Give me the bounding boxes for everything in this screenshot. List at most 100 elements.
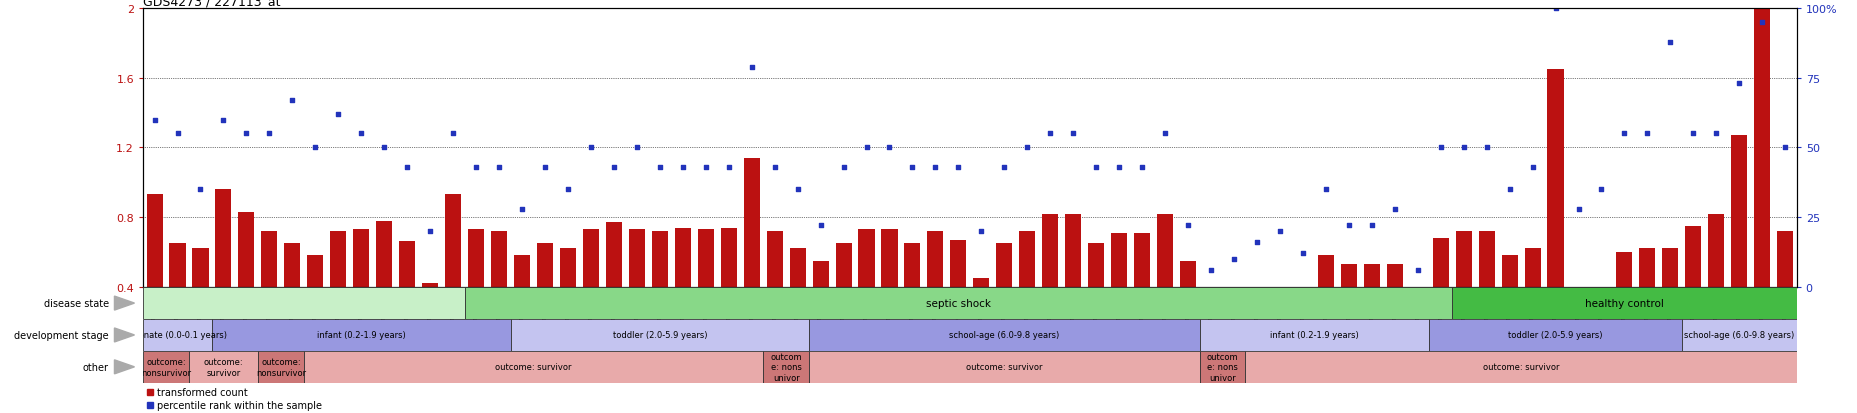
Text: outcome: survivor: outcome: survivor [966, 363, 1042, 371]
Bar [995, 244, 1012, 356]
Bar [446, 195, 461, 356]
Bar [1385, 264, 1402, 356]
Point [1746, 20, 1775, 26]
Bar [1569, 292, 1586, 356]
Text: outcome: survivor: outcome: survivor [496, 363, 572, 371]
FancyBboxPatch shape [763, 351, 808, 383]
FancyBboxPatch shape [189, 351, 258, 383]
Bar [605, 223, 622, 356]
Point [1287, 250, 1317, 257]
Polygon shape [115, 297, 134, 310]
Bar [1042, 214, 1058, 356]
FancyBboxPatch shape [143, 319, 212, 351]
Point [1311, 186, 1341, 193]
Bar [1294, 336, 1311, 356]
Point [622, 145, 652, 152]
Bar [306, 256, 323, 356]
Text: outcome:
nonsurvivor: outcome: nonsurvivor [141, 357, 191, 377]
Bar [767, 231, 782, 356]
Bar [858, 230, 875, 356]
Text: disease state: disease state [43, 298, 110, 309]
Point [529, 164, 559, 171]
Text: toddler (2.0-5.9 years): toddler (2.0-5.9 years) [613, 331, 708, 339]
Bar [331, 231, 345, 356]
Bar [1432, 238, 1448, 356]
Bar [1500, 256, 1517, 356]
Point [1081, 164, 1110, 171]
Point [1196, 267, 1226, 274]
FancyBboxPatch shape [212, 319, 511, 351]
Bar [1201, 339, 1218, 356]
Point [301, 145, 331, 152]
Point [1632, 131, 1662, 138]
Text: infant (0.2-1.9 years): infant (0.2-1.9 years) [1270, 331, 1357, 339]
FancyBboxPatch shape [143, 287, 464, 319]
Bar [1731, 136, 1746, 356]
FancyBboxPatch shape [808, 351, 1200, 383]
Text: septic shock: septic shock [925, 298, 990, 309]
Bar [147, 195, 163, 356]
FancyBboxPatch shape [464, 287, 1452, 319]
Point [1424, 145, 1454, 152]
Point [254, 131, 284, 138]
Point [828, 164, 858, 171]
Text: development stage: development stage [15, 330, 110, 340]
Text: outcome:
nonsurvivor: outcome: nonsurvivor [256, 357, 306, 377]
Bar [399, 242, 414, 356]
Bar [1593, 292, 1608, 356]
Bar [353, 230, 370, 356]
Bar [1684, 226, 1701, 356]
Point [644, 164, 674, 171]
Point [806, 223, 836, 229]
Point [1127, 164, 1157, 171]
Point [1517, 164, 1547, 171]
Text: outcom
e: nons
univor: outcom e: nons univor [771, 352, 802, 382]
Bar [375, 221, 392, 356]
FancyBboxPatch shape [305, 351, 763, 383]
Bar [1707, 214, 1723, 356]
Bar [193, 249, 208, 356]
Bar [674, 228, 691, 356]
Bar [1226, 339, 1240, 356]
Bar [1064, 214, 1081, 356]
Bar [1638, 249, 1655, 356]
Bar [904, 244, 919, 356]
Bar [1019, 231, 1034, 356]
Bar [1088, 244, 1103, 356]
Point [1539, 6, 1569, 12]
Bar [1272, 322, 1287, 356]
Point [345, 131, 375, 138]
Point [277, 97, 306, 104]
Point [461, 164, 490, 171]
Bar [1409, 336, 1424, 356]
FancyBboxPatch shape [1428, 319, 1681, 351]
Bar [1662, 249, 1677, 356]
Point [1172, 223, 1201, 229]
Point [667, 164, 696, 171]
Point [392, 164, 422, 171]
Bar [1317, 256, 1333, 356]
Bar [238, 212, 254, 356]
Point [208, 117, 238, 123]
Bar [1110, 233, 1127, 356]
Point [737, 64, 767, 71]
Text: infant (0.2-1.9 years): infant (0.2-1.9 years) [318, 331, 405, 339]
Bar [215, 190, 232, 356]
Text: percentile rank within the sample: percentile rank within the sample [156, 401, 321, 411]
Point [897, 164, 927, 171]
Polygon shape [115, 328, 134, 342]
Bar [1454, 231, 1471, 356]
FancyBboxPatch shape [1200, 319, 1428, 351]
Bar [490, 231, 507, 356]
Text: neonate (0.0-0.1 years): neonate (0.0-0.1 years) [128, 331, 227, 339]
Point [851, 145, 880, 152]
Point [943, 164, 973, 171]
FancyBboxPatch shape [1200, 351, 1244, 383]
Point [919, 164, 949, 171]
Text: outcom
e: nons
univor: outcom e: nons univor [1205, 352, 1237, 382]
Bar [789, 249, 806, 356]
Text: toddler (2.0-5.9 years): toddler (2.0-5.9 years) [1508, 331, 1603, 339]
Bar [262, 231, 277, 356]
Bar [1478, 231, 1493, 356]
FancyBboxPatch shape [258, 351, 305, 383]
